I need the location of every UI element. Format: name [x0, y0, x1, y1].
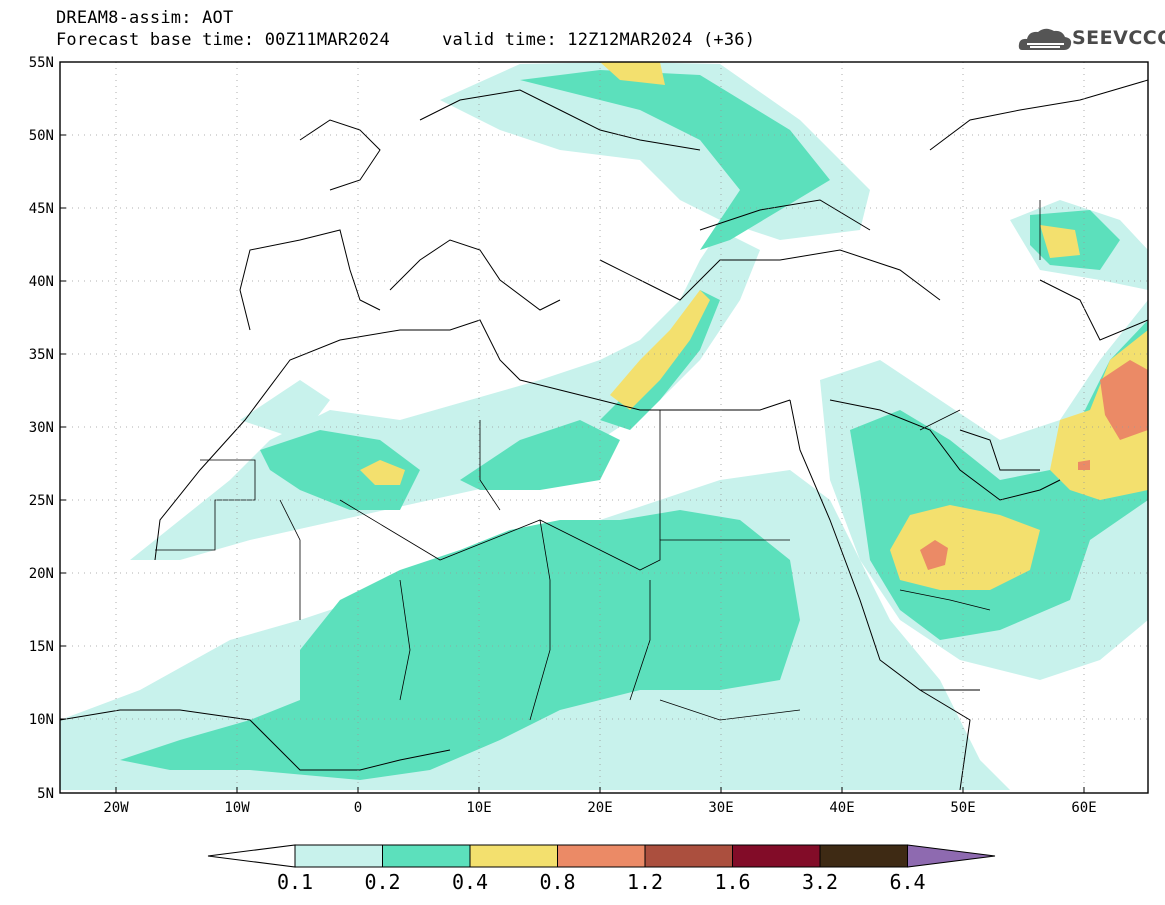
aot-field: [60, 62, 1148, 790]
colorbar-low-arrow: [207, 844, 296, 868]
coastlines: [60, 79, 1148, 791]
colorbar-swatch: [732, 844, 821, 868]
colorbar-label: 0.4: [451, 870, 489, 894]
lon-label: 10E: [466, 800, 491, 816]
cloud-logo-icon: [1018, 28, 1072, 50]
lon-label: 20E: [587, 800, 612, 816]
colorbar-label: 6.4: [889, 870, 926, 894]
lon-label: 20W: [103, 800, 129, 816]
colorbar-swatch: [819, 844, 908, 868]
lon-label: 30E: [708, 800, 733, 816]
lat-label: 15N: [29, 639, 54, 655]
lon-label: 0: [354, 800, 362, 816]
lat-label: 10N: [29, 712, 54, 728]
colorbar-label: 0.8: [539, 870, 576, 894]
gridlines: [60, 62, 1148, 793]
lat-label: 55N: [29, 55, 54, 71]
lat-label: 40N: [29, 274, 54, 290]
forecast-time-line: Forecast base time: 00Z11MAR2024 valid t…: [56, 30, 756, 50]
lat-label: 45N: [29, 201, 54, 217]
lat-label: 25N: [29, 493, 54, 509]
colorbar-swatch: [382, 844, 471, 868]
country-borders: [155, 200, 1041, 721]
colorbar-swatch: [644, 844, 733, 868]
colorbar-swatch: [294, 844, 383, 868]
lon-tick-labels: 20W 10W 0 10E 20E 30E 40E 50E 60E: [103, 800, 1096, 816]
colorbar-high-arrow: [907, 844, 996, 868]
colorbar-label: 1.6: [714, 870, 751, 894]
colorbar-swatch: [557, 844, 646, 868]
colorbar-label: 1.2: [626, 870, 664, 894]
lat-label: 50N: [29, 128, 54, 144]
lon-label: 60E: [1071, 800, 1096, 816]
lon-label: 40E: [829, 800, 854, 816]
lon-label: 50E: [950, 800, 975, 816]
lat-label: 30N: [29, 420, 54, 436]
tick-marks: [60, 61, 1085, 794]
map-title: DREAM8-assim: AOT: [56, 8, 234, 28]
lat-label: 20N: [29, 566, 54, 582]
lat-tick-labels: 55N 50N 45N 40N 35N 30N 25N 20N 15N 10N …: [29, 55, 54, 802]
colorbar-label: 3.2: [801, 870, 839, 894]
lat-label: 35N: [29, 347, 54, 363]
colorbar-label: 0.2: [364, 870, 401, 894]
colorbar: [207, 844, 996, 868]
logo-text: SEEVCCC: [1072, 27, 1165, 49]
lon-label: 10W: [224, 800, 250, 816]
colorbar-label: 0.1: [276, 870, 314, 894]
colorbar-swatch: [469, 844, 558, 868]
lat-label: 5N: [37, 786, 54, 802]
